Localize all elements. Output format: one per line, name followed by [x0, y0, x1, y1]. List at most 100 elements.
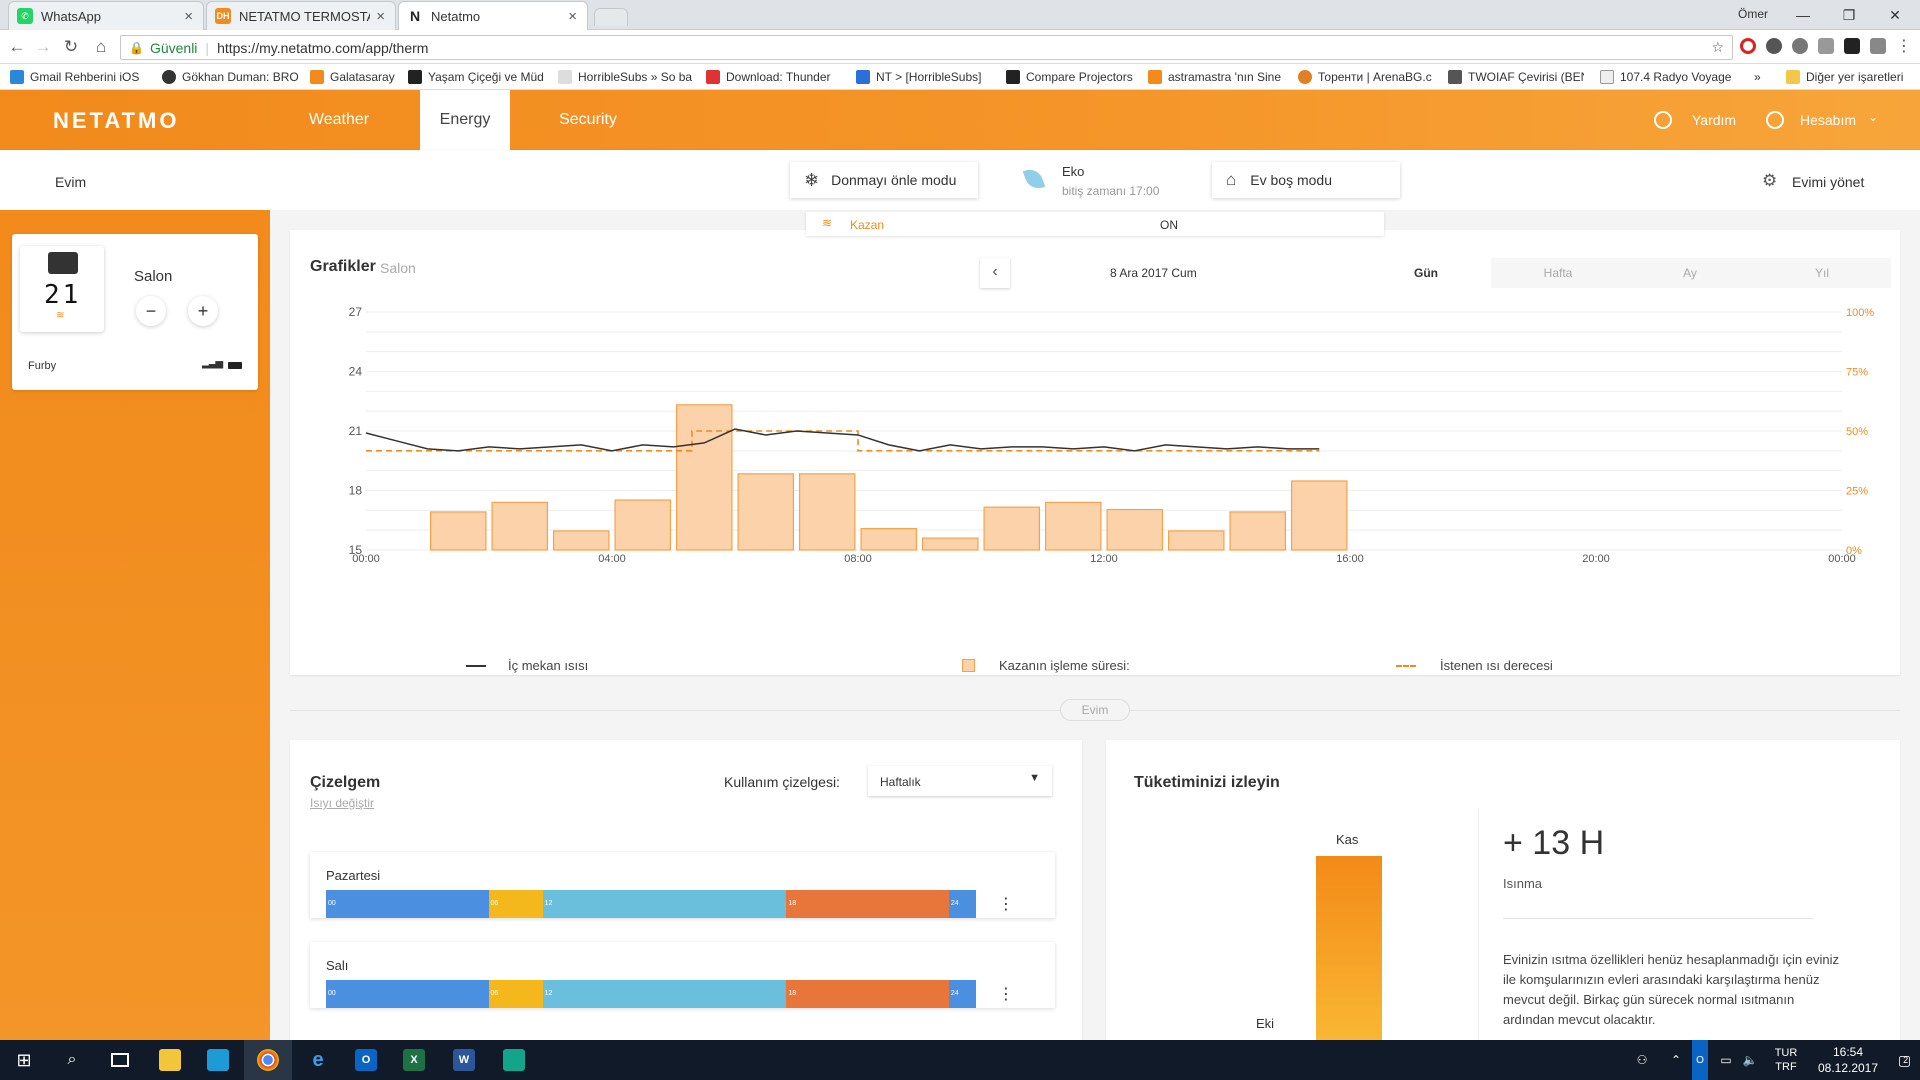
- netatmo-logo[interactable]: NETATMO: [53, 108, 180, 133]
- schedule-day-tuesday[interactable]: Salı 00 06 12 18 24 ⋮: [310, 942, 1055, 1008]
- bookmarks-overflow[interactable]: »: [1754, 70, 1761, 84]
- bookmark-item[interactable]: Download: Thunder: [706, 68, 844, 86]
- other-bookmarks[interactable]: Diğer yer işaretleri: [1786, 68, 1918, 86]
- schedule-segment[interactable]: 00: [326, 890, 489, 918]
- tab-security[interactable]: Security: [559, 111, 617, 128]
- minimize-icon[interactable]: —: [1796, 7, 1810, 23]
- bookmark-item[interactable]: Yaşam Çiçeği ve Müd: [408, 68, 548, 86]
- schedule-segment[interactable]: 00: [326, 980, 489, 1008]
- range-week[interactable]: Hafta: [1543, 266, 1573, 280]
- profile-name[interactable]: Ömer: [1738, 7, 1768, 21]
- extension-icon[interactable]: [1818, 38, 1834, 54]
- extension-icon[interactable]: [1792, 38, 1808, 54]
- day-timeline[interactable]: 00 06 12 18 24: [326, 890, 976, 918]
- network-icon[interactable]: ▭: [1720, 1053, 1732, 1067]
- home-icon[interactable]: ⌂: [95, 37, 107, 56]
- change-heat-link[interactable]: Isıyı değiştir: [310, 796, 375, 810]
- taskbar-app[interactable]: [194, 1040, 242, 1080]
- taskbar-edge[interactable]: e: [294, 1040, 342, 1080]
- close-window-icon[interactable]: ✕: [1889, 6, 1901, 23]
- tab-weather[interactable]: Weather: [308, 111, 370, 128]
- taskbar-word[interactable]: W: [440, 1040, 488, 1080]
- thermostat-card[interactable]: 21 ≋ Salon − + Furby ▂▃▅: [12, 234, 258, 390]
- reload-icon[interactable]: ↻: [63, 37, 79, 56]
- task-view-button[interactable]: [96, 1040, 144, 1080]
- volume-icon[interactable]: 🔈: [1742, 1053, 1758, 1067]
- range-day[interactable]: Gün: [1361, 258, 1491, 288]
- manage-home-link[interactable]: Evimi yönet: [1792, 174, 1865, 190]
- tab-whatsapp[interactable]: ✆ WhatsApp ×: [8, 1, 204, 30]
- tab-netatmo-termostat[interactable]: DH NETATMO TERMOSTAT P ×: [206, 1, 396, 30]
- close-icon[interactable]: ×: [568, 7, 577, 25]
- chevron-down-icon[interactable]: ⌄: [1868, 110, 1879, 124]
- schedule-segment[interactable]: 06: [488, 980, 543, 1008]
- outlook-tray-icon[interactable]: O: [1692, 1040, 1708, 1080]
- start-button[interactable]: ⊞: [0, 1040, 48, 1080]
- boiler-bar: [429, 511, 487, 551]
- maximize-icon[interactable]: ❐: [1842, 6, 1856, 23]
- help-icon[interactable]: [1654, 111, 1672, 129]
- bookmark-item[interactable]: Торенти | ArenaBG.c: [1298, 68, 1436, 86]
- schedule-segment[interactable]: 24: [948, 980, 976, 1008]
- extension-icon[interactable]: [1844, 38, 1860, 54]
- more-options-icon[interactable]: ⋮: [998, 896, 1014, 913]
- chevron-up-icon[interactable]: ⌃: [1670, 1053, 1682, 1067]
- range-month[interactable]: Ay: [1683, 266, 1697, 280]
- language-indicator[interactable]: TUR TRF: [1774, 1047, 1798, 1073]
- url-field[interactable]: 🔒 Güvenli | https://my.netatmo.com/app/t…: [120, 35, 1733, 60]
- help-link[interactable]: Yardım: [1692, 112, 1737, 128]
- schedule-segment[interactable]: 06: [488, 890, 543, 918]
- frost-mode-button[interactable]: ❄ Donmayı önle modu: [790, 162, 978, 198]
- extension-icon[interactable]: [1870, 38, 1886, 54]
- opera-icon[interactable]: [1740, 38, 1756, 54]
- search-button[interactable]: ⌕: [48, 1040, 96, 1080]
- back-icon[interactable]: ←: [8, 37, 26, 56]
- schedule-segment[interactable]: 18: [786, 890, 949, 918]
- more-options-icon[interactable]: ⋮: [998, 986, 1014, 1003]
- people-icon[interactable]: ⚇: [1636, 1053, 1648, 1067]
- edge-icon: e: [312, 1048, 324, 1071]
- schedule-segment[interactable]: 18: [786, 980, 949, 1008]
- bookmark-item[interactable]: NT > [HorribleSubs]: [856, 68, 990, 86]
- schedule-day-monday[interactable]: Pazartesi 00 06 12 18 24 ⋮: [310, 852, 1055, 918]
- account-icon[interactable]: [1766, 111, 1784, 129]
- taskbar-explorer[interactable]: [146, 1040, 194, 1080]
- prev-date-button[interactable]: ‹: [980, 258, 1010, 288]
- bookmark-item[interactable]: Gmail Rehberini iOS: [10, 68, 142, 86]
- taskbar-app[interactable]: [490, 1040, 538, 1080]
- tab-netatmo[interactable]: N Netatmo ×: [398, 1, 588, 30]
- separator: [1503, 918, 1813, 919]
- close-icon[interactable]: ×: [376, 7, 385, 25]
- taskbar-excel[interactable]: X: [390, 1040, 438, 1080]
- bookmark-item[interactable]: TWOIAF Çevirisi (BEN: [1448, 68, 1584, 86]
- away-mode-button[interactable]: ⌂ Ev boş modu: [1212, 162, 1400, 198]
- bookmark-item[interactable]: 107.4 Radyo Voyage: [1600, 68, 1736, 86]
- new-tab-button[interactable]: [594, 8, 628, 26]
- bookmark-star-icon[interactable]: ☆: [1711, 39, 1724, 55]
- bookmark-item[interactable]: Compare Projectors: [1006, 68, 1138, 86]
- forward-icon[interactable]: →: [34, 37, 52, 56]
- bookmark-item[interactable]: HorribleSubs » So ba: [558, 68, 692, 86]
- bookmark-item[interactable]: Galatasaray: [310, 68, 402, 86]
- decrease-temp-button[interactable]: −: [136, 296, 166, 326]
- schedule-segment[interactable]: 12: [542, 980, 787, 1008]
- clock[interactable]: 16:54 08.12.2017: [1817, 1045, 1879, 1075]
- schedule-segment[interactable]: 12: [542, 890, 787, 918]
- schedule-segment[interactable]: 24: [948, 890, 976, 918]
- range-year[interactable]: Yıl: [1814, 266, 1829, 280]
- menu-icon[interactable]: ⋮: [1896, 38, 1912, 55]
- day-timeline[interactable]: 00 06 12 18 24: [326, 980, 976, 1008]
- bookmark-item[interactable]: astramastra 'nın Sine: [1148, 68, 1286, 86]
- increase-temp-button[interactable]: +: [188, 296, 218, 326]
- taskbar-chrome[interactable]: [244, 1040, 292, 1080]
- gear-icon[interactable]: ⚙: [1762, 171, 1778, 190]
- extension-icon[interactable]: [1766, 38, 1782, 54]
- taskbar-outlook[interactable]: O: [342, 1040, 390, 1080]
- schedule-select[interactable]: Haftalık ▼: [868, 766, 1052, 796]
- account-menu[interactable]: Hesabım: [1800, 112, 1857, 128]
- bookmark-item[interactable]: Gökhan Duman: BRO: [162, 68, 298, 86]
- boiler-bar: [1167, 530, 1225, 551]
- close-icon[interactable]: ×: [184, 7, 193, 25]
- notification-center[interactable]: ▢ 2: [1897, 1051, 1912, 1068]
- tab-energy[interactable]: Energy: [420, 90, 510, 150]
